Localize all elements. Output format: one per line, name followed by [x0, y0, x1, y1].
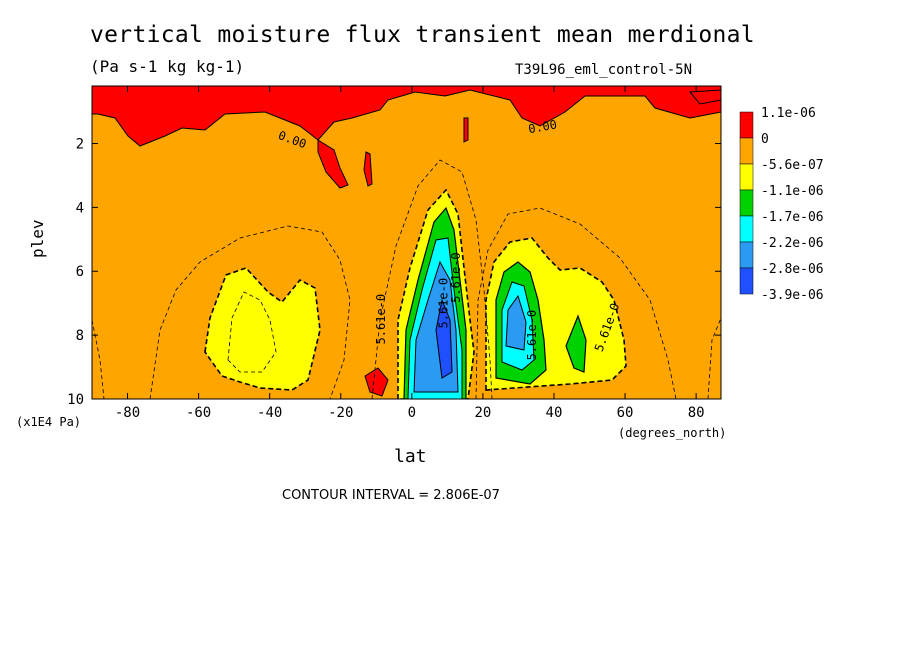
x-axis-label: lat	[394, 446, 427, 467]
y-tick-label: 4	[76, 200, 84, 216]
negative-region-south	[204, 267, 321, 391]
positive-patch-thin	[463, 117, 469, 143]
x-tick-label: -60	[186, 405, 211, 421]
y-tick-label: 10	[67, 392, 84, 408]
y-axis-ticks: 2 4 6 8 10	[67, 136, 721, 408]
positive-patch-near-surface	[364, 367, 389, 397]
x-tick-label: 40	[546, 405, 563, 421]
colorbar-label: -1.7e-06	[761, 210, 824, 225]
positive-region-upper	[92, 86, 721, 147]
x-tick-label: 20	[474, 405, 491, 421]
contour-outer-south	[149, 225, 351, 399]
contour-label: 5.61e-0	[525, 310, 539, 361]
contour-left-edge	[92, 319, 105, 399]
colorbar-label: -3.9e-06	[761, 288, 824, 303]
colorbar-swatch	[739, 111, 754, 139]
chart-title: vertical moisture flux transient mean me…	[90, 22, 755, 48]
y-tick-label: 6	[76, 264, 84, 280]
colorbar-label: -2.2e-06	[761, 236, 824, 251]
positive-patch-right	[688, 89, 721, 105]
y-tick-label: 2	[76, 136, 84, 152]
x-tick-label: -20	[328, 405, 353, 421]
colorbar-label: -2.8e-06	[761, 262, 824, 277]
contour-label: 5.61e-0	[449, 252, 463, 303]
contour-label: 5.61e-0	[436, 278, 450, 329]
colorbar-legend: 1.1e-06 0 -5.6e-07 -1.1e-06 -1.7e-06 -2.2e-06…	[739, 106, 824, 303]
x-tick-label: 60	[617, 405, 634, 421]
colorbar-label: -5.6e-07	[761, 158, 824, 173]
colorbar-label: -1.1e-06	[761, 184, 824, 199]
plot-area	[92, 86, 721, 399]
colorbar-swatch	[739, 137, 754, 165]
contour-inner-south	[227, 291, 277, 373]
negative-region-north-secondary	[565, 314, 587, 373]
x-tick-label: 80	[688, 405, 705, 421]
negative-region-north-blue	[505, 294, 527, 351]
contour-label: 5.61e-0	[374, 294, 388, 345]
contour-right-edge	[707, 317, 721, 399]
colorbar-swatch	[739, 215, 754, 243]
colorbar-swatch	[739, 267, 754, 295]
positive-patch-small	[363, 151, 373, 187]
colorbar-label: 1.1e-06	[761, 106, 816, 121]
positive-patch-upper-center	[317, 139, 349, 189]
colorbar-label: 0	[761, 132, 769, 147]
contour-outer-north	[475, 207, 677, 399]
colorbar-swatch	[739, 163, 754, 191]
contour-interval: CONTOUR INTERVAL = 2.806E-07	[282, 488, 500, 503]
x-tick-label: -80	[115, 405, 140, 421]
colorbar-swatch	[739, 241, 754, 269]
x-axis-units: (degrees_north)	[618, 426, 727, 440]
run-label: T39L96_eml_control-5N	[515, 62, 693, 78]
negative-region-eq-darkblue	[435, 298, 453, 379]
contour-label: 0.00	[527, 117, 558, 136]
chart-units: (Pa s-1 kg kg-1)	[90, 57, 245, 76]
colorbar-swatch	[739, 189, 754, 217]
x-tick-label: -40	[257, 405, 282, 421]
x-axis-ticks: -80 -60 -40 -20 0 20 40 60 80	[115, 86, 705, 421]
y-axis-multiplier: (x1E4 Pa)	[16, 415, 82, 429]
y-tick-label: 8	[76, 328, 84, 344]
plot-frame	[91, 85, 722, 400]
x-tick-label: 0	[408, 405, 416, 421]
